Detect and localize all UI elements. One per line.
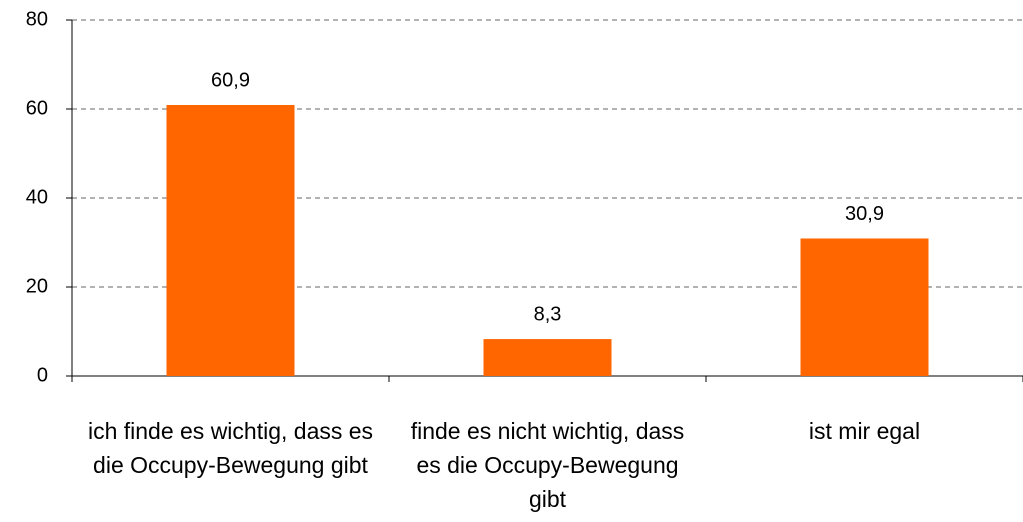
value-label: 60,9	[211, 69, 250, 91]
x-tick-label: ist mir egal	[808, 418, 921, 444]
value-label: 8,3	[534, 303, 562, 325]
y-tick-label: 20	[26, 275, 48, 297]
y-tick-label: 40	[26, 186, 48, 208]
x-tick-label: ich finde es wichtig, dass es die Occupy…	[87, 418, 374, 478]
y-tick-label: 60	[26, 97, 48, 119]
y-tick-label: 0	[37, 364, 48, 386]
x-tick-label: finde es nicht wichtig, dass es die Occu…	[410, 418, 685, 512]
bar	[166, 104, 295, 377]
bar	[483, 339, 612, 376]
y-tick-label: 80	[26, 8, 48, 30]
value-label: 30,9	[845, 203, 884, 225]
bar	[800, 238, 929, 376]
